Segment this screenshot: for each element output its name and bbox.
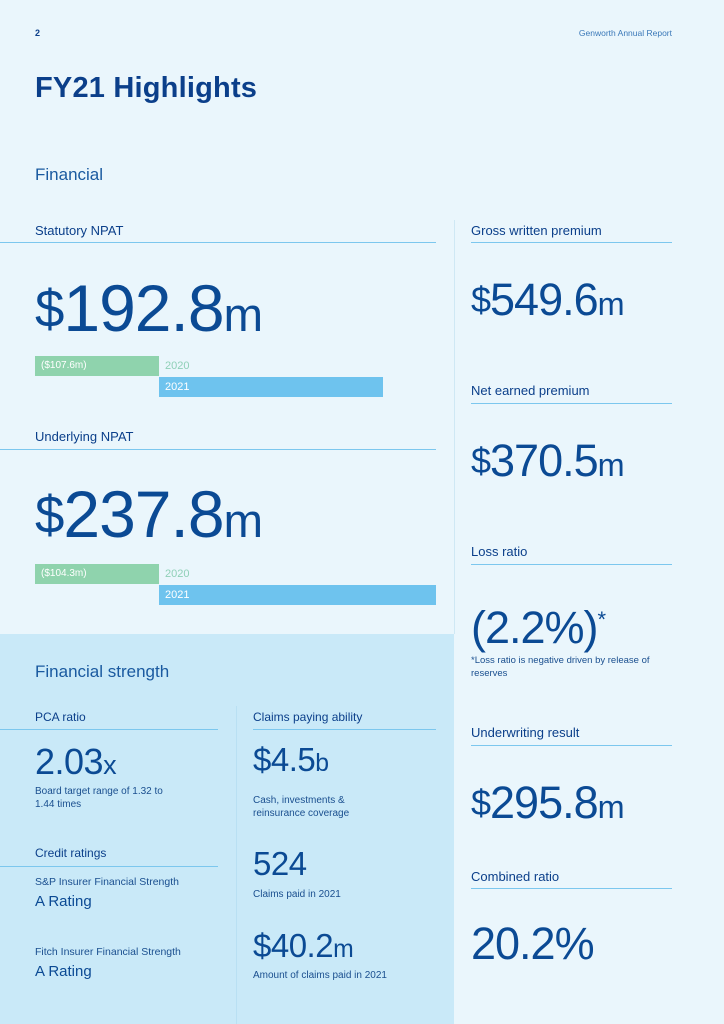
financial-section-title: Financial xyxy=(35,165,104,184)
fitch-rating-value: A Rating xyxy=(35,963,92,980)
underwriting-result-value: $295.8m xyxy=(471,775,625,835)
pca-ratio-note: Board target range of 1.32 to 1.44 times xyxy=(35,786,163,810)
statutory-npat-bar-2021: 2021 xyxy=(159,377,383,397)
underlying-npat-rule xyxy=(0,449,436,450)
financial-strength-panel xyxy=(0,634,454,1024)
net-earned-premium-value: $370.5m xyxy=(471,433,625,493)
sp-rating-label: S&P Insurer Financial Strength xyxy=(35,876,179,888)
gross-written-premium-number: 549.6 xyxy=(490,274,599,325)
claims-paying-value: $4.5b xyxy=(253,741,329,779)
financial-strength-title: Financial strength xyxy=(35,662,170,681)
claims-paid-amount-note: Amount of claims paid in 2021 xyxy=(253,970,387,981)
page-title: FY21 Highlights xyxy=(35,72,258,104)
statutory-npat-rule xyxy=(0,242,436,243)
fitch-rating-label: Fitch Insurer Financial Strength xyxy=(35,946,181,958)
claims-paying-note: Cash, investments & reinsurance coverage xyxy=(253,795,350,819)
net-earned-premium-dollar: $ xyxy=(471,440,491,482)
statutory-npat-value: $192.8m xyxy=(35,268,263,356)
credit-ratings-label: Credit ratings xyxy=(35,846,107,860)
claims-paying-unit: b xyxy=(315,750,329,777)
pca-ratio-rule xyxy=(0,729,218,730)
statutory-npat-dollar: $ xyxy=(35,279,64,339)
claims-paid-count-note: Claims paid in 2021 xyxy=(253,889,341,900)
pca-ratio-label: PCA ratio xyxy=(35,710,86,724)
net-earned-premium-rule xyxy=(471,403,672,404)
loss-ratio-footnote: *Loss ratio is negative driven by releas… xyxy=(471,655,650,679)
sp-rating-value: A Rating xyxy=(35,893,92,910)
column-divider xyxy=(454,220,455,634)
net-earned-premium-unit: m xyxy=(597,447,625,483)
underwriting-result-label: Underwriting result xyxy=(471,725,580,740)
underwriting-result-rule xyxy=(471,745,672,746)
net-earned-premium-label: Net earned premium xyxy=(471,383,590,398)
loss-ratio-rule xyxy=(471,564,672,565)
pca-ratio-value: 2.03x xyxy=(35,741,117,783)
statutory-npat-bar-2020: ($107.6m) xyxy=(35,356,159,376)
claims-paid-amount-unit: m xyxy=(333,936,354,963)
report-title: Genworth Annual Report xyxy=(578,28,672,38)
underlying-npat-number: 237.8 xyxy=(63,477,224,551)
underlying-npat-dollar: $ xyxy=(35,485,64,545)
statutory-npat-number: 192.8 xyxy=(63,271,224,345)
credit-ratings-rule xyxy=(0,866,218,867)
underwriting-result-dollar: $ xyxy=(471,782,491,824)
combined-ratio-label: Combined ratio xyxy=(471,869,560,884)
loss-ratio-label: Loss ratio xyxy=(471,544,528,559)
underlying-npat-value: $237.8m xyxy=(35,474,263,562)
underlying-npat-unit: m xyxy=(223,495,264,548)
net-earned-premium-number: 370.5 xyxy=(490,435,599,486)
underlying-npat-bar-2021: 2021 xyxy=(159,585,436,605)
statutory-npat-label: Statutory NPAT xyxy=(35,223,124,238)
underwriting-result-number: 295.8 xyxy=(490,777,599,828)
underlying-npat-year-2020: 2020 xyxy=(165,568,190,580)
page-number: 2 xyxy=(35,28,41,38)
combined-ratio-rule xyxy=(471,888,672,889)
statutory-npat-unit: m xyxy=(223,289,264,342)
underwriting-result-unit: m xyxy=(597,789,625,825)
claims-paying-label: Claims paying ability xyxy=(253,710,363,724)
statutory-npat-year-2020: 2020 xyxy=(165,360,190,372)
loss-ratio-number: (2.2%) xyxy=(471,602,599,653)
underlying-npat-bar-2020: ($104.3m) xyxy=(35,564,159,584)
gross-written-premium-label: Gross written premium xyxy=(471,223,602,238)
claims-paid-amount-value: $40.2m xyxy=(253,927,354,965)
claims-paid-amount-number: $40.2 xyxy=(253,927,334,964)
underlying-npat-label: Underlying NPAT xyxy=(35,429,134,444)
gross-written-premium-dollar: $ xyxy=(471,279,491,321)
loss-ratio-asterisk: * xyxy=(597,607,607,632)
gross-written-premium-unit: m xyxy=(597,286,625,322)
loss-ratio-value: (2.2%)* xyxy=(471,592,607,656)
combined-ratio-value: 20.2% xyxy=(471,918,595,969)
gross-written-premium-rule xyxy=(471,242,672,243)
claims-paid-count-value: 524 xyxy=(253,845,307,882)
gross-written-premium-value: $549.6m xyxy=(471,272,625,332)
pca-ratio-unit: x xyxy=(103,750,117,780)
claims-paying-rule xyxy=(253,729,436,730)
strength-column-divider xyxy=(236,706,237,1024)
claims-paying-number: $4.5 xyxy=(253,741,316,778)
pca-ratio-number: 2.03 xyxy=(35,741,104,782)
